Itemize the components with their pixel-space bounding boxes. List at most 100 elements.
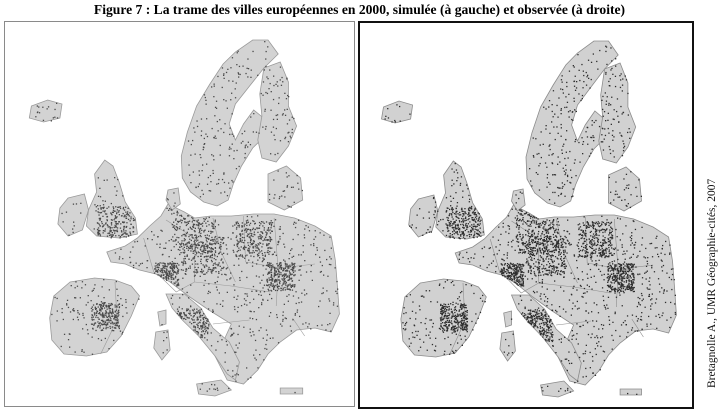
city-dot — [118, 325, 120, 327]
city-dot — [614, 193, 616, 196]
city-dot — [259, 282, 261, 284]
city-dot — [292, 295, 295, 297]
city-dot — [463, 314, 466, 317]
city-dot — [577, 380, 579, 382]
city-dot — [167, 262, 169, 265]
city-dot — [672, 268, 674, 270]
city-dot — [606, 219, 608, 221]
city-dot — [209, 242, 211, 244]
city-dot — [202, 327, 204, 329]
city-dot — [449, 195, 452, 197]
city-dot — [604, 242, 607, 244]
city-dot — [198, 232, 200, 234]
city-dot — [461, 304, 463, 306]
city-dot — [620, 73, 622, 75]
city-dot — [231, 143, 233, 145]
city-dot — [527, 235, 529, 237]
city-dot — [548, 199, 551, 201]
city-dot — [454, 311, 456, 314]
city-dot — [573, 66, 575, 68]
city-dot — [466, 314, 468, 316]
city-dot — [266, 279, 268, 281]
city-dot — [223, 77, 225, 79]
city-dot — [170, 297, 172, 299]
city-dot — [464, 229, 466, 232]
city-dot — [199, 321, 201, 323]
city-dot — [179, 214, 181, 217]
city-dot — [619, 267, 622, 269]
city-dot — [297, 182, 299, 184]
city-dot — [194, 219, 196, 222]
city-dot — [515, 222, 518, 224]
city-dot — [273, 75, 275, 77]
city-dot — [445, 317, 447, 319]
city-dot — [459, 292, 462, 294]
city-dot — [200, 223, 203, 225]
city-dot — [560, 123, 562, 126]
city-dot — [266, 284, 268, 286]
city-dot — [272, 264, 274, 266]
city-dot — [199, 271, 202, 273]
city-dot — [286, 270, 288, 272]
city-dot — [581, 229, 583, 231]
city-dot — [545, 313, 547, 315]
city-dot — [169, 266, 171, 268]
city-dot — [224, 352, 226, 354]
city-dot — [129, 227, 131, 230]
city-dot — [229, 187, 231, 189]
city-dot — [465, 315, 467, 317]
city-dot — [101, 314, 103, 316]
city-dot — [208, 243, 211, 245]
city-dot — [531, 251, 533, 253]
city-dot — [544, 243, 546, 245]
city-dot — [448, 230, 450, 232]
city-dot — [276, 263, 278, 265]
city-dot — [532, 253, 535, 255]
city-dot — [238, 65, 241, 68]
city-dot — [202, 318, 205, 320]
city-dot — [273, 285, 276, 287]
city-dot — [106, 219, 108, 221]
city-dot — [536, 320, 538, 322]
city-dot — [621, 280, 624, 282]
city-dot — [587, 223, 590, 226]
city-dot — [600, 141, 602, 143]
city-dot — [319, 271, 322, 273]
city-dot — [562, 167, 564, 169]
city-dot — [280, 264, 282, 267]
city-dot — [441, 327, 444, 329]
city-dot — [115, 221, 117, 223]
city-dot — [323, 234, 325, 236]
city-dot — [101, 286, 103, 288]
city-dot — [264, 252, 266, 254]
city-dot — [537, 267, 539, 270]
city-dot — [108, 303, 110, 305]
city-dot — [291, 262, 293, 264]
city-dot — [99, 303, 101, 306]
city-dot — [157, 274, 159, 276]
city-dot — [262, 259, 264, 262]
city-dot — [266, 281, 269, 283]
city-dot — [123, 209, 126, 211]
city-dot — [605, 255, 607, 257]
city-dot — [196, 319, 198, 321]
city-dot — [527, 244, 529, 246]
city-dot — [225, 268, 227, 270]
city-dot — [192, 252, 194, 254]
landmass-sardinia — [153, 329, 171, 361]
city-dot — [258, 329, 260, 332]
city-dot — [564, 195, 566, 197]
city-dot — [265, 236, 267, 238]
city-dot — [121, 215, 123, 217]
city-dot — [190, 314, 192, 317]
city-dot — [108, 313, 110, 315]
city-dot — [442, 307, 445, 309]
city-dot — [455, 317, 458, 319]
city-dot — [268, 277, 270, 279]
city-dot — [156, 243, 158, 245]
city-dot — [580, 229, 582, 231]
city-dot — [540, 156, 542, 159]
city-dot — [105, 314, 107, 316]
city-dot — [267, 239, 269, 242]
city-dot — [546, 256, 548, 258]
